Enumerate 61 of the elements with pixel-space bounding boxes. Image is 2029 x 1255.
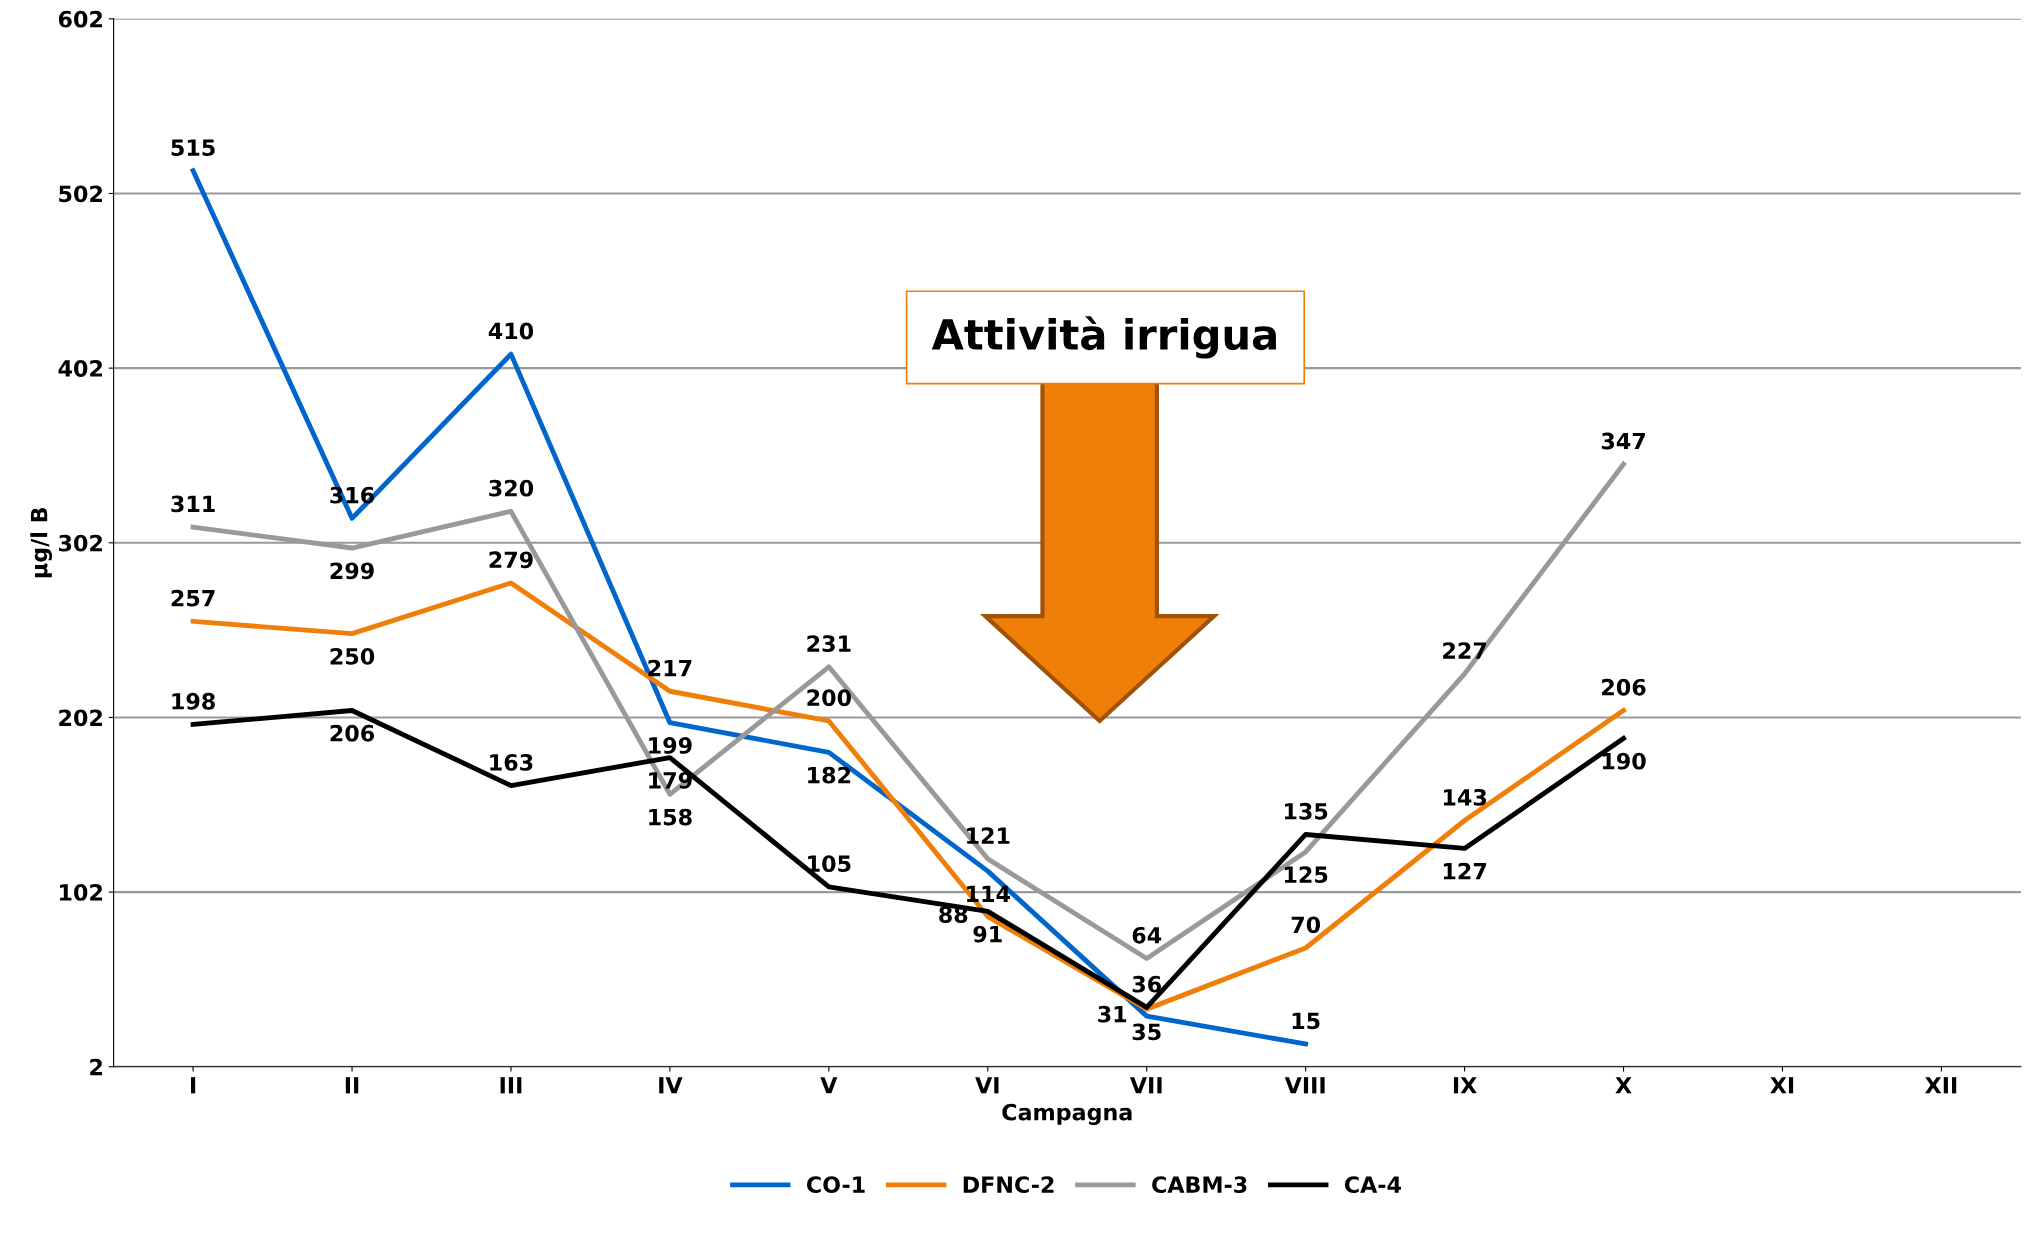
data-label: 105	[808, 855, 851, 873]
x-tick-label: IV	[659, 1077, 683, 1094]
x-tick-label: XII	[1925, 1077, 1957, 1094]
data-label: 135	[1284, 802, 1328, 820]
data-label: 250	[330, 647, 375, 665]
y-tick-label: 502	[59, 185, 102, 203]
data-label: 36	[1132, 975, 1161, 993]
data-label: 35	[1132, 1023, 1161, 1041]
x-tick-label: IX	[1453, 1077, 1477, 1094]
data-label: 279	[489, 551, 533, 569]
x-tick-label: XI	[1770, 1077, 1794, 1094]
data-label: 70	[1291, 916, 1321, 934]
data-label: 299	[330, 562, 374, 580]
y-tick-label: 202	[59, 709, 102, 727]
data-label: 206	[1602, 678, 1646, 696]
data-label: 199	[649, 737, 692, 754]
x-tick-label: VII	[1129, 1077, 1162, 1094]
data-label: 31	[1098, 1005, 1127, 1023]
data-label: 206	[330, 724, 375, 742]
data-label: 227	[1443, 642, 1487, 659]
data-label: 515	[171, 139, 215, 156]
y-tick-label: 602	[58, 10, 102, 28]
legend-label: CA-4	[1344, 1176, 1401, 1194]
data-label: 311	[171, 495, 215, 513]
data-label: 198	[172, 692, 215, 710]
y-axis-title: µg/l B	[30, 508, 52, 578]
data-label: 347	[1601, 432, 1645, 450]
data-label: 257	[171, 589, 215, 607]
data-label: 64	[1132, 926, 1162, 944]
data-label: 143	[1443, 788, 1487, 806]
data-label: 125	[1284, 866, 1328, 884]
annotation: Attività irrigua	[931, 316, 1276, 359]
legend-label: DFNC-2	[963, 1176, 1054, 1194]
data-label: 163	[490, 753, 533, 771]
data-label: 121	[967, 827, 1010, 844]
y-tick-label: 102	[60, 884, 102, 901]
x-tick-label: VIII	[1284, 1077, 1325, 1094]
data-label: 190	[1602, 752, 1646, 770]
x-tick-label: III	[500, 1077, 522, 1094]
x-tick-label: V	[820, 1077, 838, 1094]
x-tick-label: I	[191, 1077, 196, 1094]
y-tick-label: 2	[90, 1058, 102, 1076]
legend-label: CO-1	[806, 1176, 865, 1194]
data-label: 15	[1292, 1012, 1320, 1030]
data-label: 182	[808, 766, 851, 784]
legend-label: CABM-3	[1152, 1176, 1247, 1194]
data-label: 410	[488, 322, 534, 340]
data-label: 231	[807, 635, 851, 653]
data-label: 91	[973, 925, 1002, 943]
data-label: 320	[489, 479, 534, 497]
x-tick-label: X	[1615, 1077, 1632, 1094]
data-label: 179	[649, 772, 692, 789]
x-tick-label: VI	[975, 1077, 999, 1094]
data-label: 200	[807, 689, 851, 707]
data-label: 217	[648, 659, 692, 677]
y-tick-label: 302	[59, 534, 102, 552]
data-label: 158	[649, 808, 692, 826]
y-tick-label: 402	[58, 360, 102, 377]
x-axis-title: Campagna	[1002, 1103, 1132, 1126]
x-tick-label: II	[345, 1077, 359, 1094]
data-label: 127	[1443, 862, 1487, 880]
